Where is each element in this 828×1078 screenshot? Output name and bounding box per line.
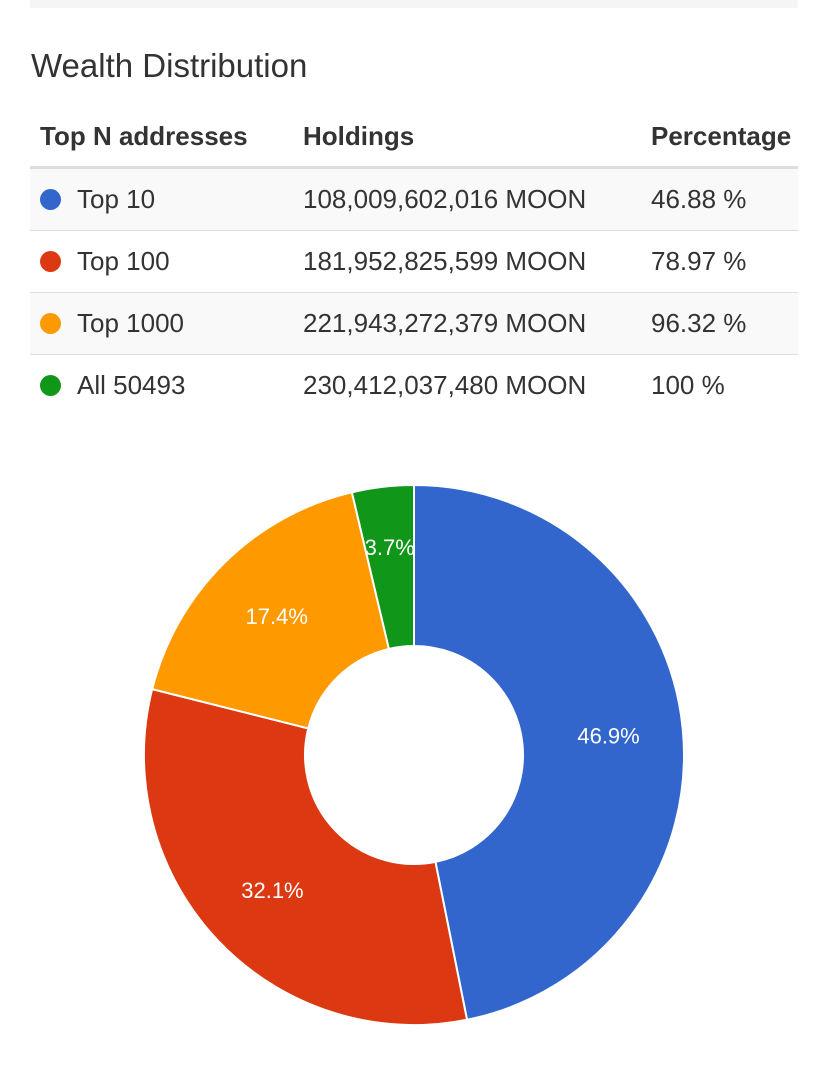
row-label: Top 100	[77, 246, 170, 276]
row-label-cell: Top 1000	[30, 292, 293, 355]
donut-slice-top-1000	[150, 491, 391, 730]
top-panel-edge	[30, 0, 798, 8]
holdings-cell: 108,009,602,016 MOON	[293, 167, 641, 231]
table-row: Top 1000 221,943,272,379 MOON 96.32 %	[30, 292, 798, 355]
row-label: Top 1000	[77, 308, 184, 338]
row-label: All 50493	[77, 370, 186, 400]
column-header-percentage: Percentage	[641, 106, 798, 169]
slice-label: 32.1%	[241, 878, 303, 903]
holdings-cell: 221,943,272,379 MOON	[293, 292, 641, 355]
table-row: All 50493 230,412,037,480 MOON 100 %	[30, 354, 798, 416]
table-row: Top 10 108,009,602,016 MOON 46.88 %	[30, 167, 798, 231]
percentage-cell: 96.32 %	[641, 292, 798, 355]
donut-chart-svg: 46.9% 32.1% 17.4% 3.7%	[143, 483, 685, 1026]
row-label-cell: All 50493	[30, 354, 293, 416]
donut-slice-top-100	[143, 687, 469, 1026]
holdings-cell: 181,952,825,599 MOON	[293, 230, 641, 293]
percentage-cell: 78.97 %	[641, 230, 798, 293]
donut-slice-top-10	[413, 483, 685, 1021]
slice-label: 17.4%	[246, 604, 308, 629]
donut-slice-all-50493	[350, 483, 415, 651]
holdings-cell: 230,412,037,480 MOON	[293, 354, 641, 416]
table-row: Top 100 181,952,825,599 MOON 78.97 %	[30, 230, 798, 293]
column-header-holdings: Holdings	[293, 106, 641, 169]
table-header-row: Top N addresses Holdings Percentage	[30, 106, 798, 169]
donut-chart: 46.9% 32.1% 17.4% 3.7%	[0, 440, 828, 1060]
slice-label: 46.9%	[577, 724, 639, 749]
series-color-dot	[40, 189, 61, 210]
series-color-dot	[40, 251, 61, 272]
series-color-dot	[40, 313, 61, 334]
column-header-top-n: Top N addresses	[30, 106, 293, 169]
row-label: Top 10	[77, 184, 156, 214]
percentage-cell: 100 %	[641, 354, 798, 416]
row-label-cell: Top 100	[30, 230, 293, 293]
wealth-distribution-table: Top N addresses Holdings Percentage Top …	[30, 106, 798, 416]
series-color-dot	[40, 375, 61, 396]
row-label-cell: Top 10	[30, 167, 293, 231]
percentage-cell: 46.88 %	[641, 167, 798, 231]
slice-label: 3.7%	[365, 535, 415, 560]
section-title: Wealth Distribution	[31, 47, 308, 84]
